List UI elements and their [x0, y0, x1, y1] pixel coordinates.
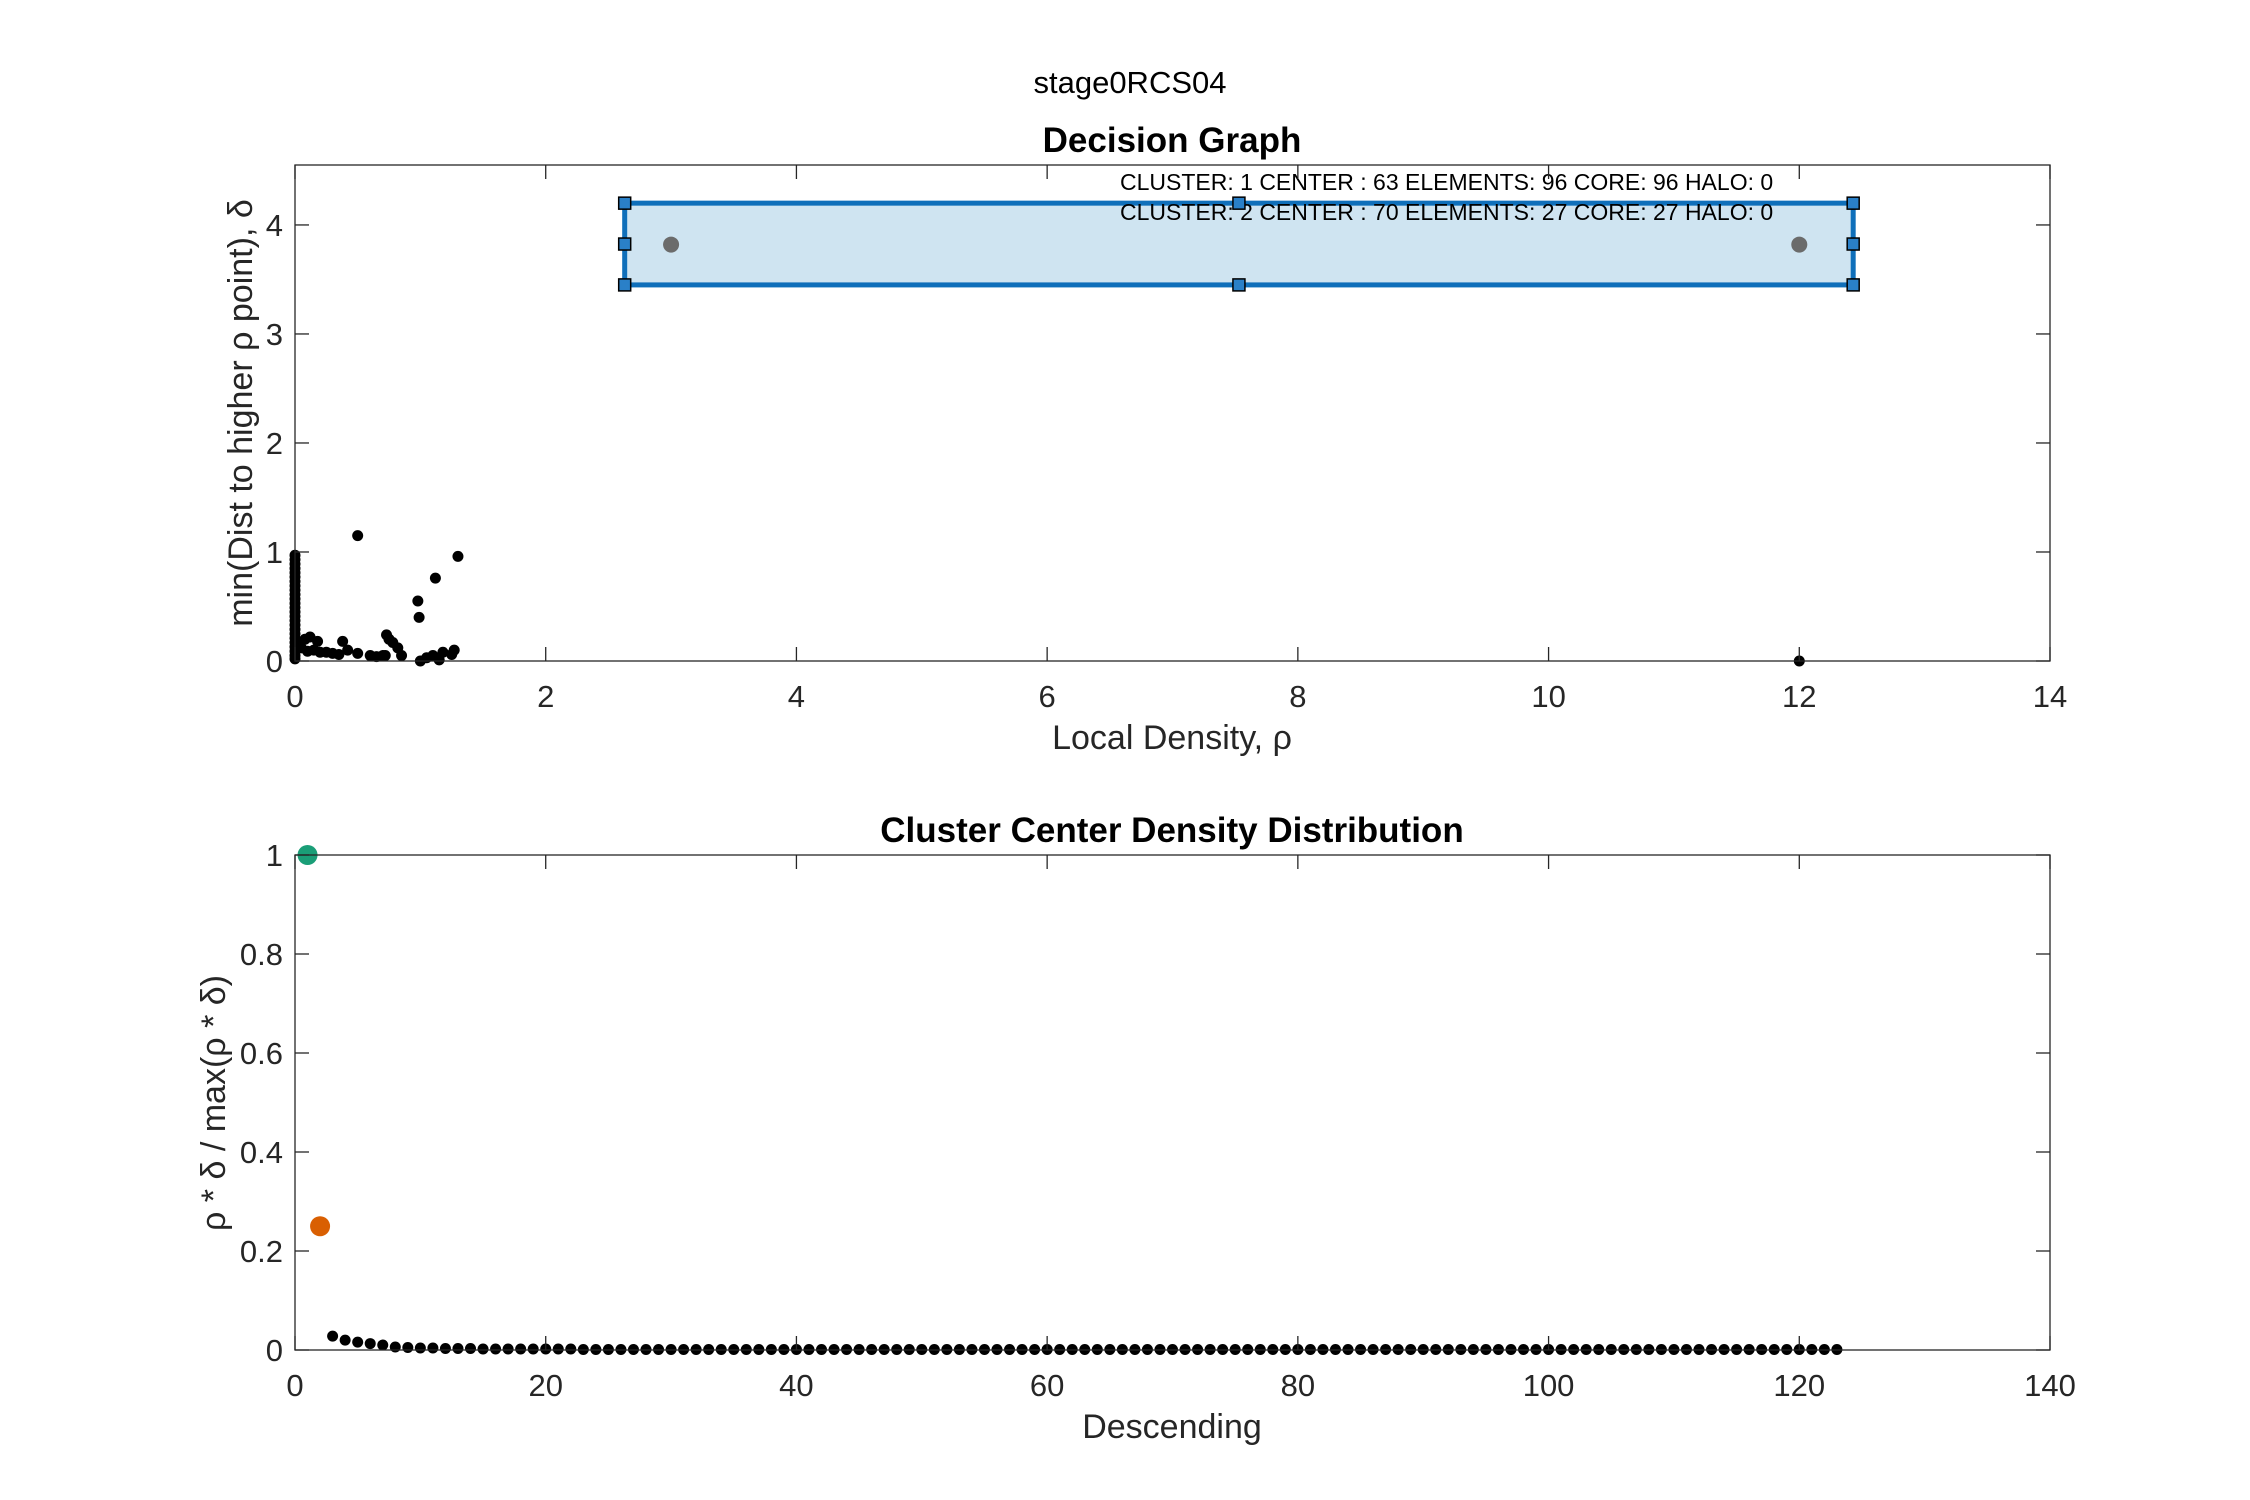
data-point	[352, 1336, 364, 1348]
cluster-center-point	[310, 1216, 331, 1237]
data-point	[379, 650, 391, 662]
figure-title: stage0RCS04	[1033, 65, 1226, 100]
data-point	[448, 644, 460, 656]
decision-graph-ytick-label: 4	[266, 208, 283, 243]
data-point	[389, 1341, 401, 1353]
data-point	[352, 530, 364, 542]
density-distribution-xtick-label: 0	[286, 1368, 303, 1403]
decision-graph-marks: CLUSTER: 1 CENTER : 63 ELEMENTS: 96 CORE…	[289, 169, 1860, 667]
decision-graph-ylabel: min(Dist to higher ρ point), δ	[222, 199, 260, 627]
data-point	[552, 1343, 564, 1355]
data-point	[515, 1343, 527, 1355]
cluster-center-marker	[1791, 236, 1808, 253]
decision-graph-ytick-label: 1	[266, 535, 283, 570]
data-point	[312, 635, 324, 647]
data-point	[414, 1342, 426, 1354]
decision-graph-ytick-label: 3	[266, 317, 283, 352]
decision-graph-frame	[294, 164, 2051, 662]
density-distribution-xtick-label: 20	[528, 1368, 562, 1403]
data-point	[339, 1334, 351, 1346]
data-point	[342, 644, 354, 656]
cluster-center-marker	[663, 236, 680, 253]
data-point	[502, 1343, 514, 1355]
density-distribution-xtick-label: 80	[1281, 1368, 1315, 1403]
decision-graph-ytick-label: 0	[266, 644, 283, 679]
decision-graph-xtick-label: 4	[788, 679, 805, 714]
density-distribution-xtick-label: 100	[1523, 1368, 1575, 1403]
decision-graph-xtick-label: 10	[1531, 679, 1565, 714]
density-distribution-ylabel: ρ * δ / max(ρ * δ)	[195, 975, 233, 1231]
selection-handle	[617, 237, 632, 251]
data-point	[565, 1343, 577, 1355]
data-point	[452, 550, 464, 562]
data-point	[527, 1343, 539, 1355]
data-point	[402, 1342, 414, 1354]
decision-graph-title: Decision Graph	[1043, 121, 1302, 160]
density-distribution-xtick-label: 140	[2024, 1368, 2076, 1403]
density-distribution-xtick-label: 60	[1030, 1368, 1064, 1403]
selection-handle	[1232, 278, 1246, 292]
density-distribution-frame	[294, 854, 2051, 1351]
decision-graph-xtick-label: 14	[2033, 679, 2067, 714]
decision-graph-xtick-label: 2	[537, 679, 554, 714]
selection-handle	[617, 196, 632, 210]
density-distribution-ytick-label: 0.2	[240, 1234, 283, 1269]
data-point	[396, 650, 408, 662]
cluster-annotation: CLUSTER: 2 CENTER : 70 ELEMENTS: 27 CORE…	[1120, 199, 1773, 225]
data-point	[465, 1343, 476, 1355]
density-distribution-ytick-label: 0.4	[240, 1135, 283, 1170]
density-distribution-xtick-label: 40	[779, 1368, 813, 1403]
data-point	[333, 648, 345, 660]
data-point	[412, 595, 424, 607]
data-point	[439, 1343, 451, 1355]
density-distribution-xlabel: Descending	[1082, 1408, 1262, 1446]
decision-graph-ytick-label: 2	[266, 426, 283, 461]
data-point	[477, 1343, 489, 1355]
data-point	[364, 1338, 376, 1350]
selection-handle	[1846, 196, 1860, 210]
selection-handle	[1846, 278, 1860, 292]
selection-handle	[1846, 237, 1860, 251]
selection-handle	[617, 278, 632, 292]
data-point	[452, 1343, 464, 1355]
density-distribution-xtick-label: 120	[1773, 1368, 1825, 1403]
data-point	[413, 611, 425, 623]
selection-handle	[1232, 196, 1246, 210]
density-distribution-ytick-label: 0.6	[240, 1036, 283, 1071]
cluster-annotation: CLUSTER: 1 CENTER : 63 ELEMENTS: 96 CORE…	[1120, 169, 1773, 195]
data-point	[429, 572, 441, 584]
data-point	[427, 1342, 439, 1354]
data-point	[337, 635, 349, 647]
density-distribution-ytick-label: 0	[266, 1333, 283, 1368]
decision-graph-xtick-label: 6	[1039, 679, 1056, 714]
data-point	[490, 1343, 502, 1355]
data-point	[327, 1330, 339, 1342]
data-point	[352, 647, 364, 659]
density-distribution-ytick-label: 1	[266, 838, 283, 873]
decision-graph-xtick-label: 0	[286, 679, 303, 714]
decision-graph-xtick-label: 8	[1289, 679, 1306, 714]
decision-graph-xtick-label: 12	[1782, 679, 1816, 714]
decision-graph-xlabel: Local Density, ρ	[1052, 719, 1292, 757]
decision-graph-axes[interactable]: Decision Graph CLUSTER: 1 CENTER : 63 EL…	[222, 121, 2067, 757]
density-distribution-axes: Cluster Center Density Distribution 0 20 4…	[195, 811, 2076, 1446]
data-point	[377, 1339, 389, 1351]
density-distribution-title: Cluster Center Density Distribution	[880, 811, 1463, 850]
data-point	[437, 646, 449, 658]
density-distribution-ytick-label: 0.8	[240, 937, 283, 972]
